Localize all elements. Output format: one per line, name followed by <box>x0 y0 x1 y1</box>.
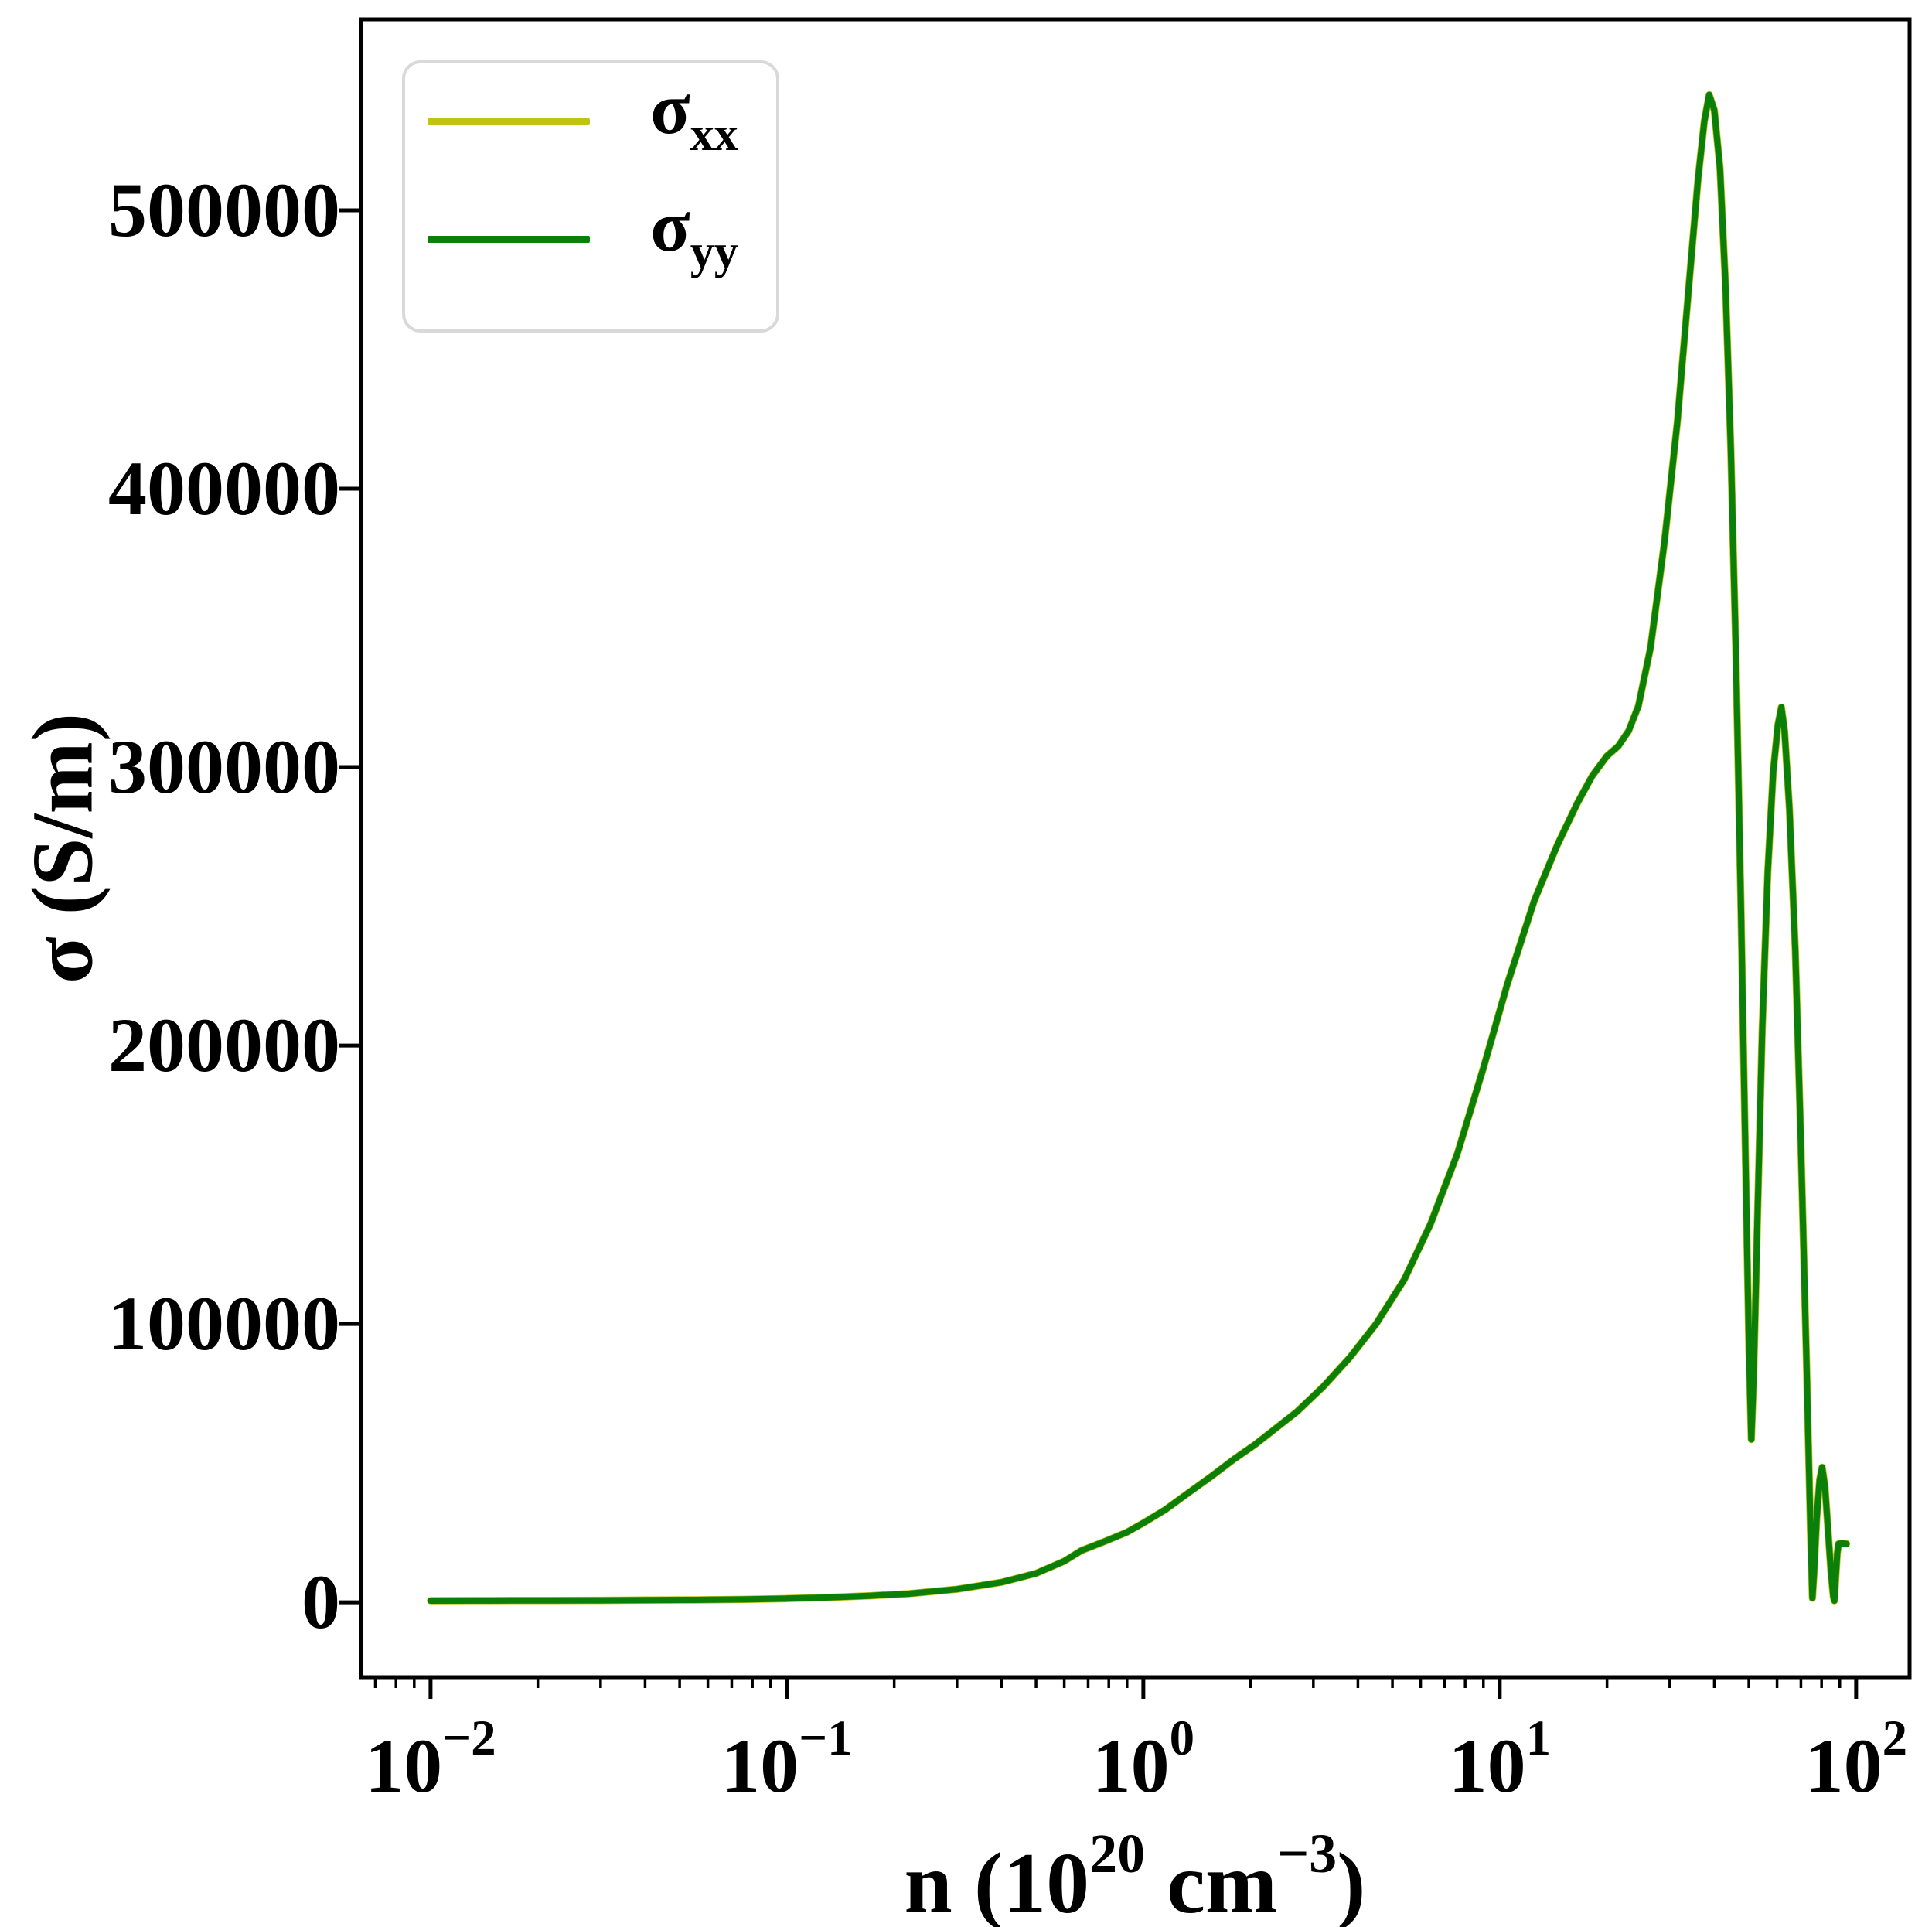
legend-entry-sigma-yy: σyy <box>405 189 776 284</box>
x-tick-label-10e0: 100 <box>1092 1710 1195 1809</box>
y-tick-label-300000: 300000 <box>108 724 340 810</box>
x-tick-label-10e2: 102 <box>1804 1710 1908 1809</box>
y-tick-label-0: 0 <box>302 1559 340 1646</box>
x-tick-label-10e−2: 10−2 <box>365 1710 496 1809</box>
y-tick-label-500000: 500000 <box>108 166 340 253</box>
y-axis-label: σ (S/m) <box>15 712 111 984</box>
y-tick-label-100000: 100000 <box>108 1281 340 1367</box>
legend-line-sigma-yy <box>428 235 590 243</box>
x-axis-label: n (1020 cm−3) <box>904 1823 1366 1927</box>
legend-line-sigma-xx <box>428 118 590 125</box>
legend-entry-sigma-xx: σxx <box>405 71 776 166</box>
legend: σxx σyy <box>402 60 779 333</box>
curve-sigma-yy <box>427 91 1850 1604</box>
plot-border <box>359 17 1912 1680</box>
x-tick-label-10e−1: 10−1 <box>721 1710 853 1809</box>
y-tick-label-200000: 200000 <box>108 1002 340 1089</box>
tick-marks <box>339 208 1859 1699</box>
y-tick-label-400000: 400000 <box>108 445 340 532</box>
legend-label-sigma-yy: σyy <box>650 184 738 278</box>
legend-label-sigma-xx: σxx <box>650 67 738 161</box>
x-tick-label-10e1: 101 <box>1448 1710 1552 1809</box>
